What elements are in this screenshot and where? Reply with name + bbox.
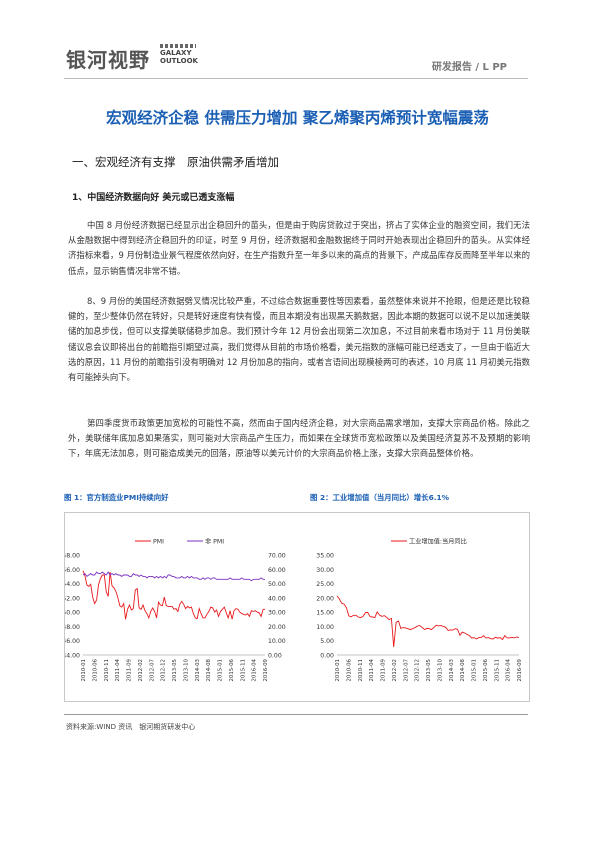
x-tick-label: 2016-04: [506, 658, 512, 681]
x-tick-label: 2014-08: [206, 658, 212, 681]
x-tick-label: 2016-09: [263, 658, 269, 681]
x-tick-label: 2011-09: [127, 658, 133, 681]
y-tick-label: 48.00: [65, 624, 80, 631]
x-tick-label: 2015-01: [218, 659, 224, 682]
y-tick-label: 0.00: [320, 653, 334, 660]
y-tick-label: 25.00: [316, 581, 334, 588]
x-tick-label: 2013-10: [183, 658, 189, 681]
y-tick-label: 20.00: [316, 595, 334, 602]
y-tick-label: 35.00: [316, 553, 334, 560]
y-tick-label: 54.00: [65, 581, 80, 588]
series-line-0: [336, 595, 520, 648]
x-tick-label: 2011-09: [381, 658, 387, 681]
x-tick-label: 2016-09: [517, 658, 523, 681]
y-right-tick-label: 10.00: [268, 638, 286, 645]
x-tick-label: 2011-04: [369, 658, 375, 681]
chart-pmi: 58.00 56.00 54.00 52.00 50.00 48.00 46.00 44.00…: [65, 538, 286, 682]
y-right-tick-label: 0.00: [268, 653, 282, 660]
x-tick-label: 2010-11: [104, 659, 110, 682]
logo-en-line2: OUTLOOK: [160, 57, 198, 65]
y-tick-label: 58.00: [65, 553, 80, 560]
y-tick-label: 15.00: [316, 610, 334, 617]
y-right-tick-label: 40.00: [268, 595, 286, 602]
y-tick-label: 5.00: [320, 638, 334, 645]
series-line-0: [82, 570, 265, 620]
logo-text: 银河视野: [66, 48, 150, 72]
document-title: 宏观经济企稳 供需压力增加 聚乙烯聚丙烯预计宽幅震荡: [106, 109, 489, 127]
series-line-1: [82, 571, 265, 582]
logo-en-line1: GALAXY: [160, 49, 192, 57]
x-tick-label: 2014-03: [195, 659, 201, 682]
x-tick-label: 2010-11: [358, 659, 364, 682]
x-tick-label: 2015-11: [494, 659, 500, 682]
legend-label: PMI: [153, 539, 164, 546]
x-tick-label: 2015-11: [240, 659, 246, 682]
chart-industrial-output: 35.0030.0025.0020.0015.0010.005.000.0020…: [316, 538, 523, 682]
y-right-tick-label: 70.00: [268, 553, 286, 560]
x-tick-label: 2012-02: [138, 659, 144, 682]
y-right-tick-label: 20.00: [268, 624, 286, 631]
x-tick-label: 2015-01: [472, 659, 478, 682]
x-tick-label: 2012-07: [149, 659, 155, 682]
figure2-caption: 图 2：工业增加值（当月同比）增长6.1%: [310, 493, 450, 502]
x-tick-label: 2013-05: [172, 659, 178, 682]
y-tick-label: 44.00: [65, 653, 80, 660]
y-tick-label: 52.00: [65, 595, 80, 602]
figure1-caption: 图 1：官方制造业PMI持续向好: [64, 493, 169, 502]
x-tick-label: 2016-04: [252, 658, 258, 681]
x-tick-label: 2015-06: [483, 658, 489, 681]
chart-container: 58.00 56.00 54.00 52.00 50.00 48.00 46.00 44.00…: [64, 512, 530, 702]
x-tick-label: 2012-12: [161, 659, 167, 682]
x-tick-label: 2013-10: [437, 658, 443, 681]
x-tick-label: 2010-06: [346, 658, 352, 681]
section-title: 一、宏观经济有支撑 原油供需矛盾增加: [72, 155, 279, 169]
x-tick-label: 2012-07: [403, 659, 409, 682]
header-divider: [64, 78, 528, 79]
y-tick-label: 46.00: [65, 638, 80, 645]
x-tick-label: 2014-08: [460, 658, 466, 681]
y-tick-label: 50.00: [65, 610, 80, 617]
x-tick-label: 2012-02: [392, 659, 398, 682]
x-tick-label: 2010-06: [92, 658, 98, 681]
footer-divider: [64, 714, 528, 715]
y-right-tick-label: 30.00: [268, 610, 286, 617]
legend-label: 工业增加值:当月同比: [409, 538, 467, 546]
logo-english: GALAXY OUTLOOK: [160, 49, 198, 65]
y-right-tick-label: 60.00: [268, 567, 286, 574]
x-tick-label: 2011-04: [115, 658, 121, 681]
y-tick-label: 56.00: [65, 567, 80, 574]
x-tick-label: 2010-01: [81, 659, 87, 682]
y-tick-label: 30.00: [316, 567, 334, 574]
x-tick-label: 2013-05: [426, 659, 432, 682]
y-tick-label: 10.00: [316, 624, 334, 631]
subsection-title: 1、中国经济数据向好 美元或已透支涨幅: [72, 193, 235, 203]
y-right-tick-label: 50.00: [268, 581, 286, 588]
paragraph-1: 中国 8 月份经济数据已经显示出企稳回升的苗头，但是由于购房贷款过于突出，挤占了…: [68, 220, 530, 276]
x-tick-label: 2012-12: [415, 659, 421, 682]
paragraph-3: 第四季度货币政策更加宽松的可能性不高，然而由于国内经济企稳，对大宗商品需求增加，…: [68, 418, 530, 459]
x-tick-label: 2015-06: [229, 658, 235, 681]
x-tick-label: 2010-01: [335, 659, 341, 682]
source-note: 资料来源:WIND 资讯 银河期货研发中心: [66, 723, 196, 731]
logo-dots: [160, 44, 196, 48]
x-tick-label: 2014-03: [449, 659, 455, 682]
legend-label: 非 PMI: [205, 538, 224, 546]
paragraph-2: 8、9 月份的美国经济数据劈叉情况比较严重，不过综合数据重要性等因素看，虽然整体…: [68, 296, 530, 383]
report-tag: 研发报告 / L PP: [431, 62, 507, 73]
